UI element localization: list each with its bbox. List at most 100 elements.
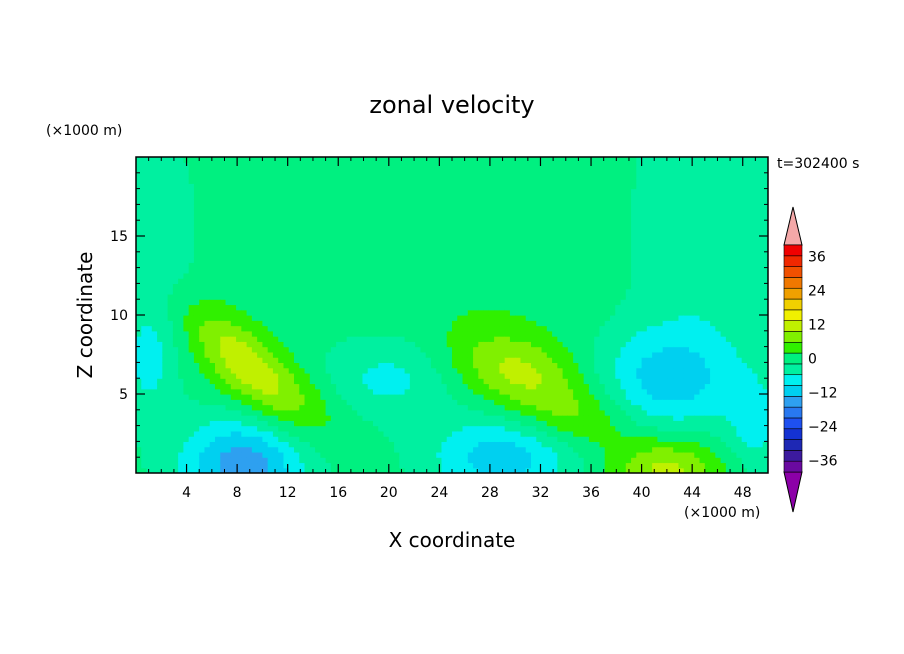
field-cell [541,241,548,248]
field-cell [473,325,479,332]
field-cell [230,394,237,400]
field-cell [272,409,279,416]
field-cell [509,304,516,311]
field-cell [478,446,485,453]
field-cell [515,304,522,311]
field-cell [383,293,390,300]
field-cell [209,409,216,416]
field-cell [341,409,348,416]
field-cell [473,172,479,179]
field-cell [167,409,174,416]
field-cell [330,367,337,374]
field-cell [278,178,285,184]
field-cell [473,272,479,279]
field-cell [520,178,527,184]
field-cell [188,388,195,395]
field-cell [446,304,453,311]
field-cell [146,404,153,411]
field-cell [373,409,379,416]
field-cell [452,457,458,464]
field-cell [241,162,248,169]
field-cell [315,415,321,421]
field-cell [488,262,495,269]
field-cell [341,362,348,369]
field-cell [520,383,527,390]
field-cell [357,167,364,174]
field-cell [346,267,353,274]
field-cell [557,193,564,200]
field-cell [399,246,406,253]
field-cell [552,178,558,184]
field-cell [546,372,553,379]
field-cell [357,178,364,184]
field-cell [251,162,258,169]
field-cell [409,383,416,390]
field-cell [562,394,569,400]
field-cell [452,157,458,163]
field-cell [394,451,400,458]
field-cell [162,257,169,263]
field-cell [404,357,411,363]
field-cell [425,415,432,421]
field-cell [241,236,248,242]
field-cell [536,262,543,269]
field-cell [462,293,469,300]
field-cell [367,357,374,363]
field-cell [467,330,474,337]
field-cell [294,357,300,363]
field-cell [373,220,379,227]
field-cell [325,272,332,279]
field-cell [346,293,353,300]
field-cell [552,372,558,379]
field-cell [136,399,142,406]
field-cell [452,357,458,363]
field-cell [388,241,395,248]
field-cell [420,204,427,211]
field-cell [330,388,337,395]
field-cell [341,204,348,211]
field-cell [367,415,374,421]
field-cell [336,246,342,253]
field-cell [531,183,537,190]
field-cell [288,283,295,290]
field-cell [241,372,248,379]
field-cell [167,299,174,306]
field-cell [399,199,406,205]
field-cell [341,167,348,174]
field-cell [141,336,148,342]
field-cell [346,336,353,342]
field-cell [483,351,490,358]
field-cell [330,267,337,274]
field-cell [141,367,148,374]
field-cell [509,415,516,421]
field-cell [204,199,211,205]
field-cell [183,425,190,432]
field-cell [557,230,564,237]
field-cell [415,293,421,300]
field-cell [299,236,306,242]
field-cell [288,320,295,327]
field-cell [278,162,285,169]
field-cell [230,241,237,248]
field-cell [425,162,432,169]
field-cell [552,383,558,390]
field-cell [488,362,495,369]
field-cell [536,372,543,379]
field-cell [262,330,269,337]
field-cell [546,157,553,163]
field-cell [515,441,522,448]
field-cell [430,446,437,453]
field-cell [515,351,522,358]
field-cell [509,283,516,290]
field-cell [436,315,443,321]
field-cell [236,436,242,442]
field-cell [294,467,300,473]
field-cell [430,236,437,242]
field-cell [562,162,569,169]
field-cell [357,183,364,190]
field-cell [299,167,306,174]
field-cell [341,309,348,316]
field-cell [241,325,248,332]
field-cell [441,304,448,311]
field-cell [494,451,500,458]
